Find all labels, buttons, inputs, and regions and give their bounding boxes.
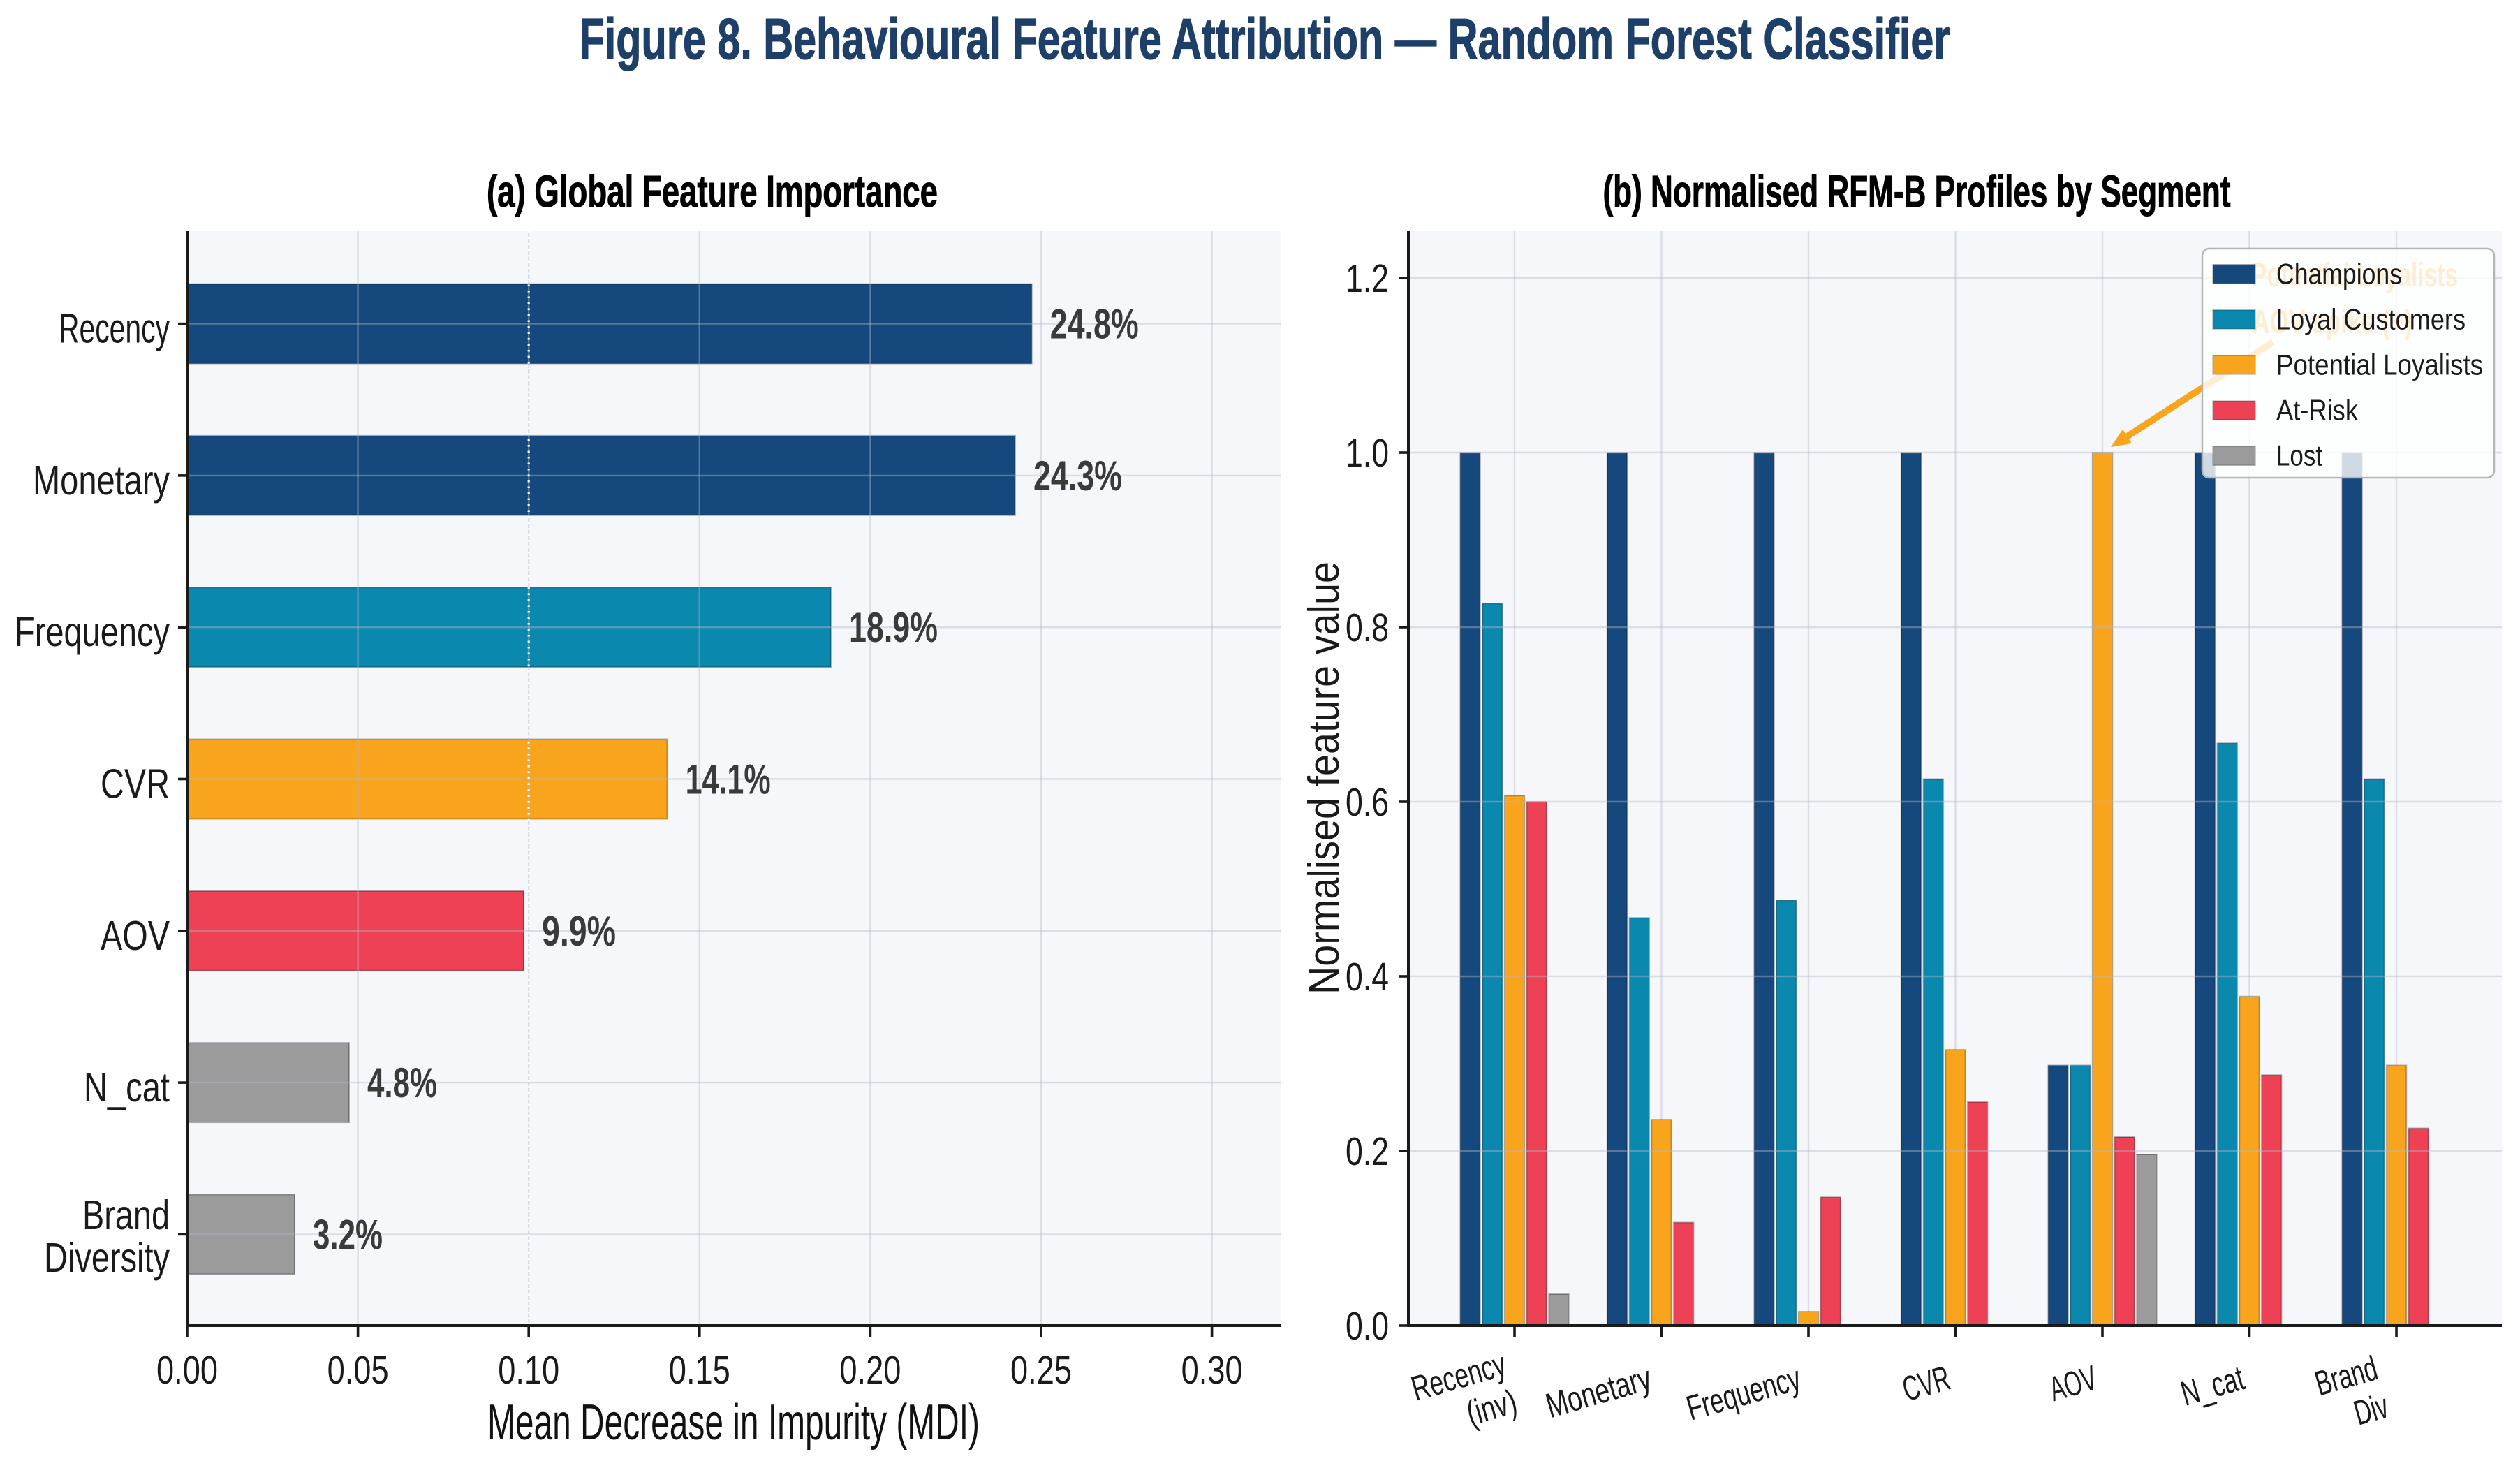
svg-text:AOV: AOV [101, 913, 170, 959]
svg-text:0.4: 0.4 [1346, 955, 1389, 999]
svg-text:24.3%: 24.3% [1033, 453, 1122, 499]
svg-text:Monetary: Monetary [33, 457, 170, 504]
svg-text:4.8%: 4.8% [367, 1059, 437, 1106]
svg-text:CVR: CVR [101, 761, 170, 807]
svg-text:Figure 8. Behavioural Feature: Figure 8. Behavioural Feature Attributio… [580, 6, 1950, 71]
svg-text:Recency: Recency [59, 306, 170, 352]
svg-text:0.2: 0.2 [1346, 1129, 1389, 1174]
svg-text:24.8%: 24.8% [1050, 301, 1139, 348]
svg-text:Normalised feature value: Normalised feature value [1300, 562, 1348, 995]
svg-text:0.8: 0.8 [1346, 606, 1389, 650]
svg-text:14.1%: 14.1% [686, 756, 771, 803]
svg-text:Potential Loyalists: Potential Loyalists [2276, 348, 2483, 381]
svg-text:Frequency: Frequency [15, 609, 170, 655]
svg-text:18.9%: 18.9% [849, 604, 938, 651]
svg-text:Diversity: Diversity [44, 1235, 170, 1281]
svg-text:0.05: 0.05 [327, 1348, 389, 1393]
svg-text:9.9%: 9.9% [542, 908, 616, 955]
svg-text:(a) Global Feature Importance: (a) Global Feature Importance [487, 166, 938, 217]
svg-text:0.10: 0.10 [498, 1348, 559, 1393]
svg-text:Lost: Lost [2276, 439, 2322, 472]
svg-text:0.15: 0.15 [669, 1348, 730, 1393]
svg-text:Brand: Brand [82, 1192, 170, 1238]
svg-text:Champions: Champions [2276, 257, 2402, 290]
svg-text:(b) Normalised RFM-B Profiles: (b) Normalised RFM-B Profiles by Segment [1603, 166, 2231, 217]
svg-text:0.0: 0.0 [1346, 1304, 1389, 1349]
svg-text:N_cat: N_cat [84, 1064, 170, 1110]
svg-text:Mean Decrease in Impurity (MDI: Mean Decrease in Impurity (MDI) [487, 1395, 980, 1451]
svg-text:1.2: 1.2 [1346, 256, 1389, 301]
svg-text:0.6: 0.6 [1346, 780, 1389, 825]
svg-text:0.00: 0.00 [156, 1348, 218, 1393]
svg-text:Loyal Customers: Loyal Customers [2276, 302, 2466, 335]
svg-text:3.2%: 3.2% [313, 1211, 383, 1258]
svg-text:1.0: 1.0 [1346, 431, 1389, 476]
svg-text:0.20: 0.20 [839, 1348, 901, 1393]
svg-text:0.30: 0.30 [1181, 1348, 1243, 1393]
svg-text:At-Risk: At-Risk [2276, 394, 2359, 427]
svg-text:0.25: 0.25 [1010, 1348, 1072, 1393]
